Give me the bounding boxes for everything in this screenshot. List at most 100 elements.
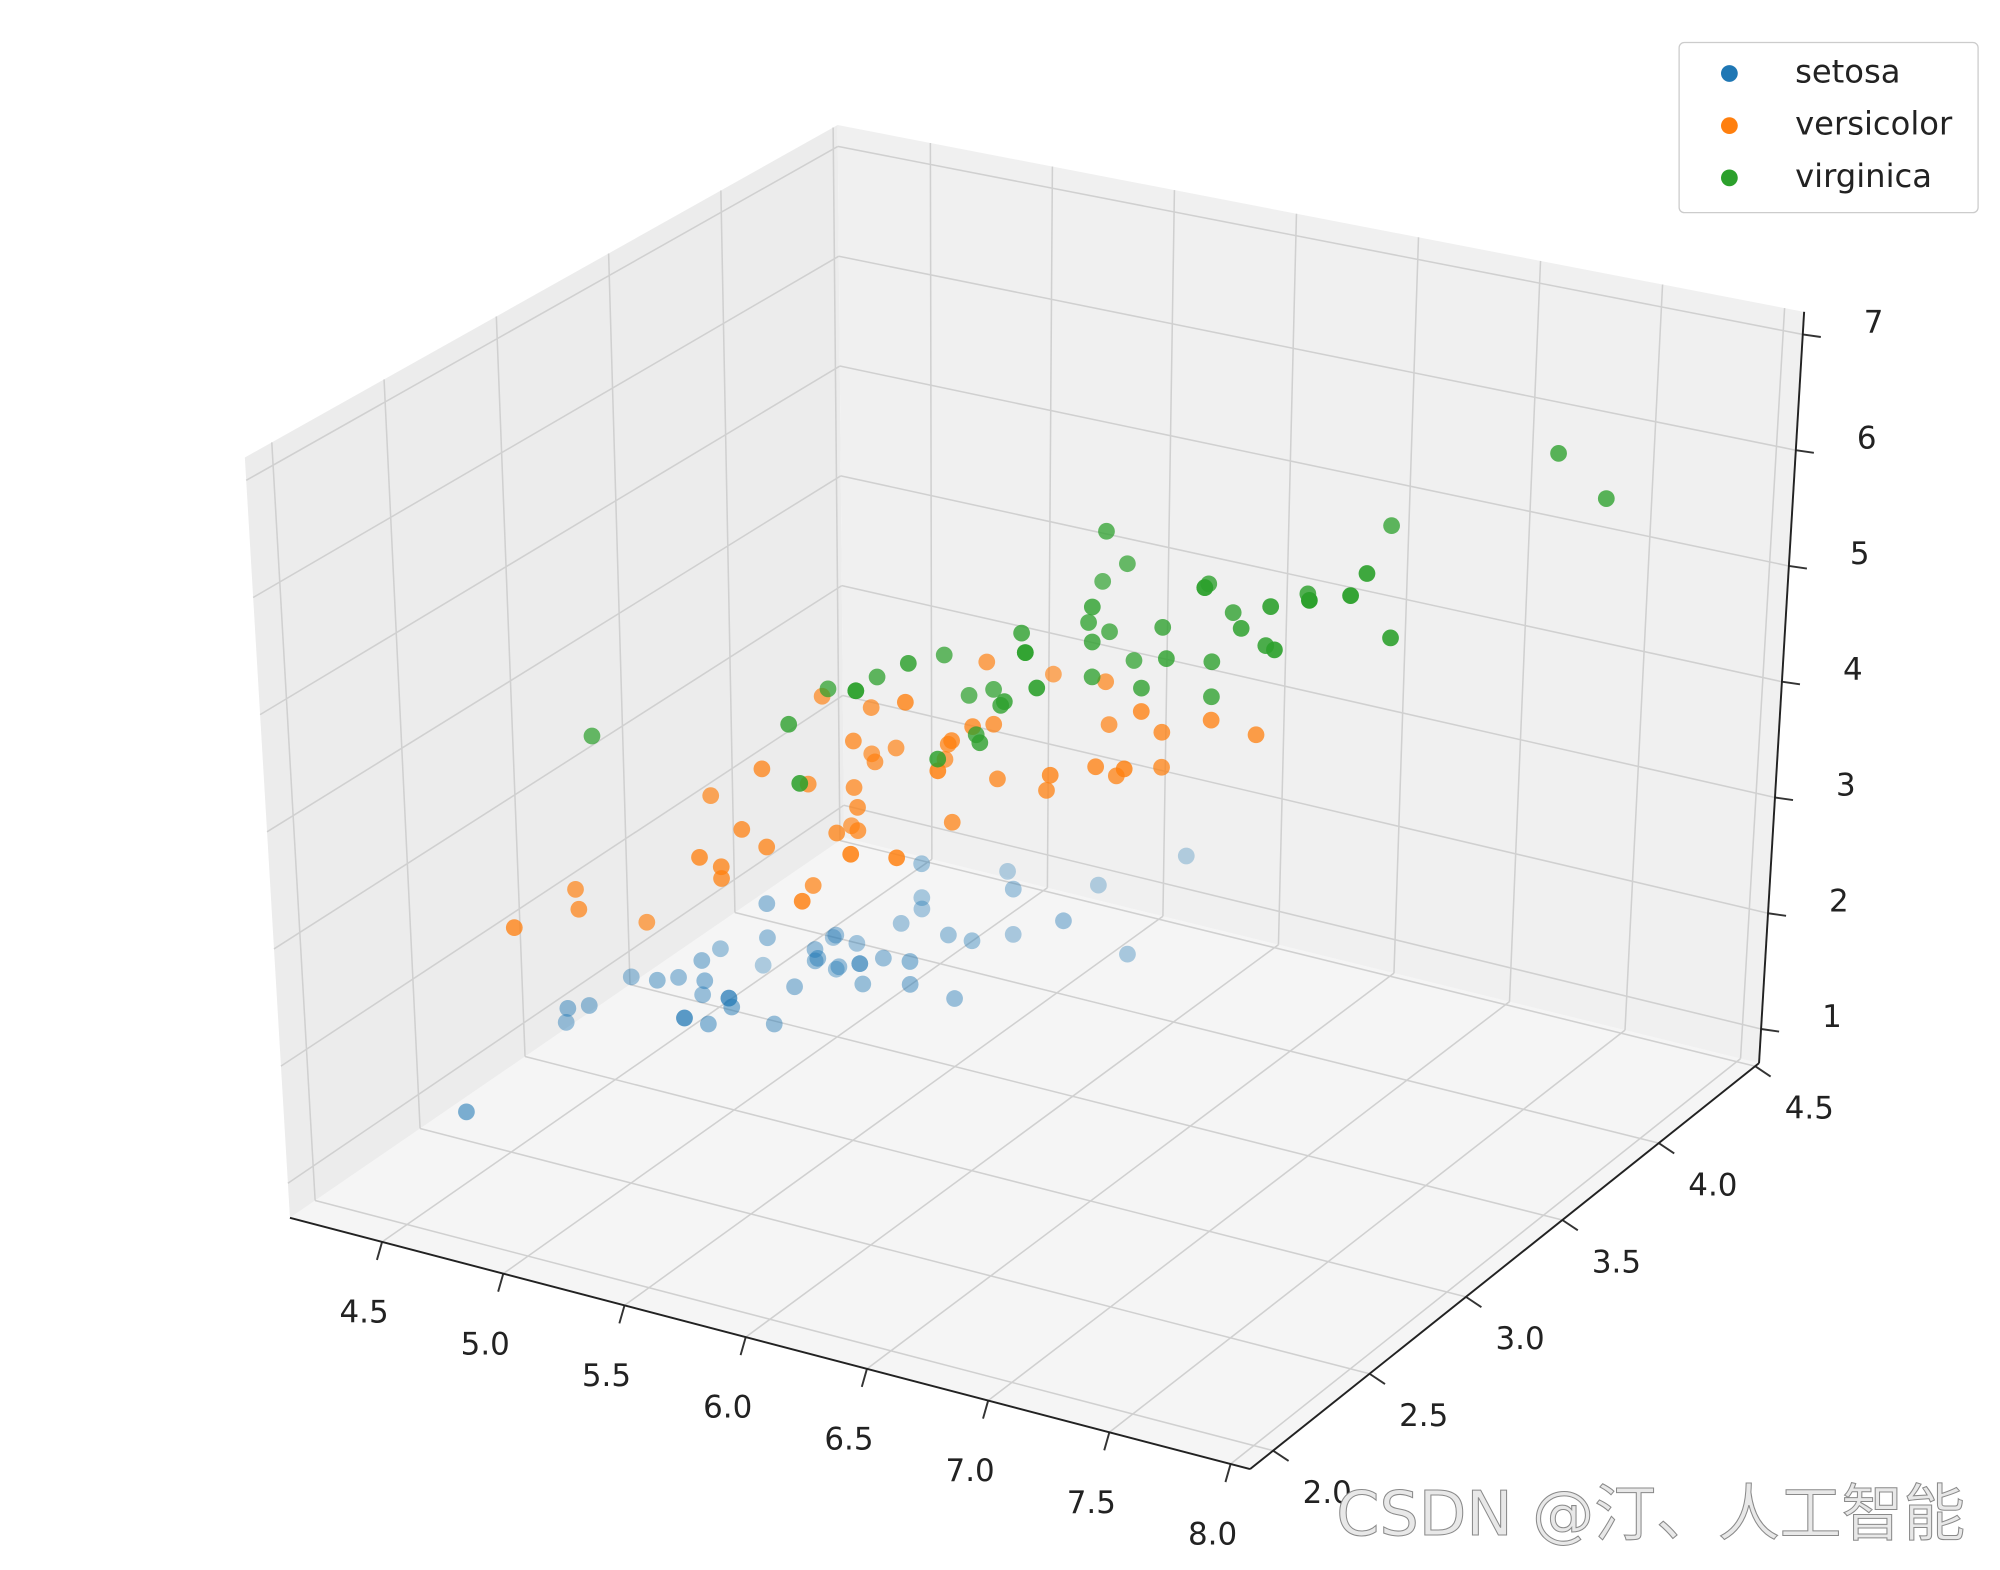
point — [913, 855, 931, 873]
point — [929, 762, 947, 780]
left-pane — [244, 125, 845, 1218]
point — [1004, 926, 1022, 943]
z-tick — [1774, 796, 1794, 802]
point — [862, 699, 880, 716]
grid-line — [843, 804, 1762, 1030]
point — [992, 696, 1010, 714]
point — [648, 971, 666, 989]
x-tick-label: 7.0 — [946, 1453, 995, 1489]
point — [759, 929, 776, 947]
grid-line — [381, 858, 933, 1243]
point — [580, 997, 598, 1014]
point — [1358, 565, 1376, 582]
x-tick — [739, 1336, 747, 1356]
legend-box — [1678, 41, 1979, 214]
y-tick-label: 3.0 — [1495, 1321, 1544, 1357]
y-tick — [1754, 1065, 1772, 1078]
point — [868, 668, 886, 686]
point — [1203, 688, 1220, 706]
point — [780, 715, 798, 733]
grid — [245, 127, 1803, 1465]
legend-label: versicolor — [1795, 105, 1953, 143]
z-tick — [1802, 333, 1821, 338]
floor-pane — [289, 837, 1760, 1470]
y-tick-label: 2.5 — [1399, 1398, 1448, 1434]
grid-line — [271, 442, 316, 1201]
point — [845, 779, 863, 796]
point — [670, 968, 687, 986]
y-tick — [1465, 1296, 1482, 1308]
point — [1202, 711, 1220, 729]
point — [1045, 665, 1062, 683]
point — [1177, 847, 1195, 865]
point — [791, 775, 809, 792]
z-tick-label: 3 — [1836, 768, 1856, 804]
point — [1013, 624, 1030, 642]
point — [1125, 652, 1143, 669]
x-tick — [497, 1273, 505, 1292]
x-tick-label: 7.5 — [1067, 1485, 1116, 1521]
point — [848, 935, 866, 952]
z-tick-label: 2 — [1829, 883, 1849, 919]
point — [557, 1013, 575, 1031]
grid-line — [837, 145, 1803, 336]
panes — [244, 125, 1805, 1470]
grid-line — [1739, 308, 1786, 1059]
point — [758, 838, 776, 856]
grid-line — [734, 911, 1659, 1144]
point — [874, 949, 892, 967]
point — [929, 750, 947, 768]
point — [1016, 644, 1034, 661]
y-tick — [1658, 1142, 1675, 1155]
grid-line — [314, 1199, 1274, 1452]
z-tick-label: 5 — [1850, 536, 1870, 572]
point — [985, 681, 1002, 698]
point — [1083, 633, 1101, 651]
x-tick — [982, 1400, 990, 1419]
point — [940, 926, 957, 944]
y-tick-label: 4.5 — [1785, 1091, 1834, 1127]
point — [1055, 912, 1072, 930]
point — [1004, 880, 1022, 898]
point — [700, 1015, 717, 1033]
point — [854, 975, 872, 993]
grid-line — [745, 944, 1279, 1338]
point — [691, 848, 708, 866]
point — [765, 1015, 783, 1033]
point — [1098, 522, 1115, 540]
grid-line — [866, 972, 1395, 1370]
legend-marker — [1721, 65, 1738, 82]
point — [939, 735, 957, 753]
point — [1158, 650, 1175, 667]
watermark: CSDN @汀、人工智能 — [1336, 1478, 1965, 1550]
point — [849, 798, 866, 816]
x-tick — [1103, 1432, 1111, 1451]
z-tick-label: 6 — [1857, 420, 1877, 456]
point — [804, 877, 822, 894]
point — [720, 989, 738, 1007]
x-tick-label: 6.5 — [824, 1421, 873, 1457]
point — [985, 715, 1003, 733]
grid-line — [383, 379, 421, 1129]
point — [1133, 679, 1150, 697]
point — [847, 682, 865, 700]
point — [693, 952, 711, 969]
point — [723, 998, 741, 1016]
point — [1115, 760, 1133, 778]
point — [733, 821, 751, 838]
point — [978, 653, 996, 671]
point — [1087, 758, 1105, 776]
grid-line — [629, 983, 1563, 1221]
point — [1101, 623, 1118, 641]
point — [754, 956, 772, 974]
point — [806, 952, 824, 970]
point — [819, 680, 837, 698]
point — [888, 849, 906, 867]
z-tick — [1788, 565, 1808, 570]
point — [851, 955, 869, 973]
points — [458, 445, 1615, 1121]
x-tick — [375, 1241, 384, 1261]
point — [1153, 758, 1170, 776]
point — [899, 654, 917, 672]
